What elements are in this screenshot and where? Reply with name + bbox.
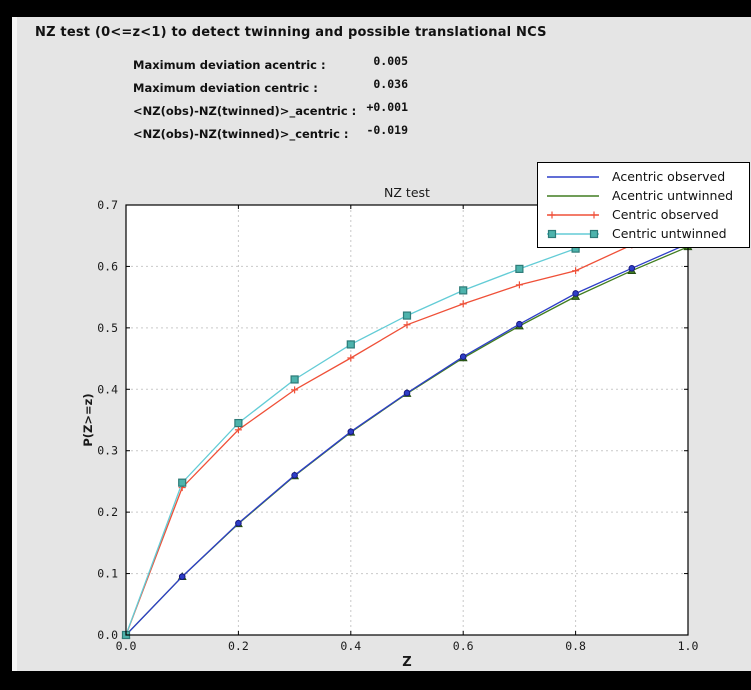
legend: Acentric observed Acentric untwinned Cen…: [537, 162, 750, 248]
marker-circle: [291, 471, 298, 479]
marker-square: [459, 286, 468, 295]
plot-frame: [125, 204, 689, 636]
y-tick-label: 0.3: [97, 444, 118, 458]
y-tick-label: 0.5: [97, 321, 118, 335]
x-tick-label: 0.8: [565, 639, 586, 653]
stat-row: Maximum deviation acentric : 0.005: [133, 54, 408, 72]
plot-window: NZ test (0<=z<1) to detect twinning and …: [12, 17, 751, 671]
legend-label: Centric observed: [612, 207, 719, 222]
marker-square: [402, 311, 412, 320]
marker-square: [178, 478, 187, 487]
x-axis-label: Z: [402, 655, 411, 670]
stat-label: Maximum deviation acentric :: [133, 58, 326, 72]
y-tick-label: 0.2: [97, 505, 118, 519]
marker-square: [234, 418, 243, 428]
marker-square: [346, 340, 355, 349]
y-axis-label: P(Z>=z): [81, 393, 95, 446]
legend-label: Acentric observed: [612, 169, 726, 184]
stat-row: <NZ(obs)-NZ(twinned)>_centric : -0.019: [133, 123, 408, 141]
window-title: NZ test (0<=z<1) to detect twinning and …: [35, 25, 547, 40]
marker-square: [515, 264, 524, 273]
plot-title: NZ test: [384, 185, 430, 200]
legend-item: Acentric observed: [544, 167, 743, 186]
x-tick-label: 0.0: [116, 639, 137, 653]
legend-item: Acentric untwinned: [544, 186, 743, 205]
marker-circle: [572, 290, 579, 297]
stat-row: Maximum deviation centric : 0.036: [133, 77, 408, 95]
marker-square: [290, 375, 299, 384]
nz-test-chart: 0.0 0.2 0.4 0.6 0.8 1.0 0.0 0.1 0.2 0.3 0.4 0.5 0.6 0…: [81, 185, 699, 670]
x-tick-label: 0.4: [340, 639, 361, 653]
marker-circle: [347, 428, 355, 435]
x-tick-label: 0.2: [228, 639, 249, 653]
y-tick-label: 0.6: [97, 259, 118, 273]
legend-item: Centric untwinned: [544, 224, 743, 243]
stat-value: 0.036: [373, 77, 408, 91]
marker-circle: [235, 519, 242, 527]
stat-row: <NZ(obs)-NZ(twinned)>_acentric : +0.001: [133, 100, 408, 118]
legend-line-sample: [547, 194, 599, 197]
marker-circle: [628, 264, 636, 272]
marker-circle: [178, 573, 186, 580]
y-tick-label: 0.4: [97, 382, 118, 396]
stat-value: 0.005: [373, 54, 408, 68]
legend-line-sample: [547, 175, 599, 178]
y-tick-label: 0.7: [97, 198, 118, 212]
legend-label: Centric untwinned: [612, 226, 727, 241]
legend-line-sample: [547, 211, 599, 218]
legend-label: Acentric untwinned: [612, 188, 734, 203]
x-tick-label: 1.0: [678, 639, 699, 653]
y-tick-label: 0.0: [97, 628, 118, 642]
stat-label: Maximum deviation centric :: [133, 81, 318, 95]
y-tick-label: 0.1: [97, 567, 118, 581]
stat-label: <NZ(obs)-NZ(twinned)>_acentric :: [133, 104, 357, 118]
x-tick-label: 0.6: [453, 639, 474, 653]
legend-line-sample: [547, 229, 599, 238]
stat-label: <NZ(obs)-NZ(twinned)>_centric :: [133, 127, 349, 141]
marker-circle: [516, 320, 523, 328]
legend-item: Centric observed: [544, 205, 743, 224]
stat-value: -0.019: [366, 123, 408, 137]
marker-circle: [459, 353, 467, 361]
marker-circle: [403, 389, 411, 397]
plot-area: [126, 205, 688, 635]
stat-value: +0.001: [366, 100, 408, 114]
